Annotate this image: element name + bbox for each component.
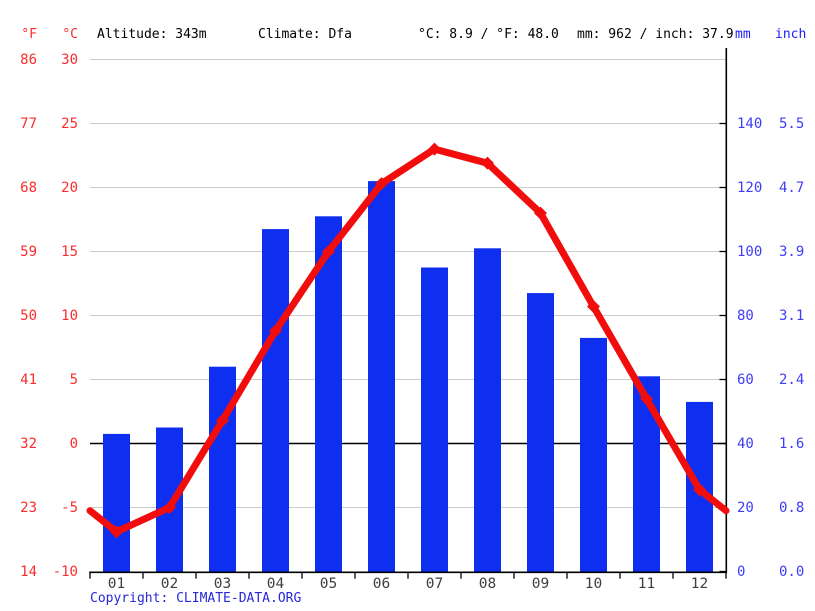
f-tick-label-86: 86 — [20, 51, 37, 68]
c-tick-label-5: 5 — [69, 371, 78, 388]
temp-marker-01 — [110, 525, 123, 539]
temp-marker-11 — [640, 392, 653, 406]
inch-tick-label-1.6: 1.6 — [779, 435, 805, 452]
inch-tick-label-3.1: 3.1 — [779, 307, 805, 324]
temp-marker-08 — [481, 156, 494, 170]
fahrenheit-axis-title: °F — [21, 27, 37, 42]
mm-tick-label-0: 0 — [737, 563, 746, 580]
month-label-03: 03 — [213, 576, 232, 592]
precip-bar-01 — [103, 433, 130, 572]
inch-tick-label-0.0: 0.0 — [779, 563, 805, 580]
f-tick-label-32: 32 — [20, 435, 37, 452]
c-tick-label-25: 25 — [61, 115, 78, 132]
mm-tick-label-100: 100 — [737, 243, 763, 260]
f-tick-label-14: 14 — [20, 563, 37, 580]
temp-marker-12 — [693, 483, 706, 497]
temp-marker-02 — [163, 501, 176, 514]
mm-axis-title: mm — [735, 27, 751, 42]
precip-bar-04 — [262, 229, 289, 572]
f-tick-label-59: 59 — [20, 243, 37, 260]
month-label-08: 08 — [478, 576, 497, 592]
c-tick-label-0: 0 — [69, 435, 78, 452]
temp-marker-06 — [375, 177, 388, 191]
temp-marker-04 — [269, 324, 282, 338]
month-label-12: 12 — [690, 576, 709, 592]
f-tick-label-41: 41 — [20, 371, 37, 388]
inch-tick-label-3.9: 3.9 — [779, 243, 805, 260]
inch-tick-label-4.7: 4.7 — [779, 179, 805, 196]
precip-bar-06 — [368, 181, 395, 572]
c-tick-label-20: 20 — [61, 179, 78, 196]
c-tick-label-30: 30 — [61, 51, 78, 68]
mm-tick-label-120: 120 — [737, 179, 763, 196]
temp-marker-05 — [322, 245, 335, 258]
month-label-04: 04 — [266, 576, 285, 592]
mm-tick-label-80: 80 — [737, 307, 754, 324]
c-tick-label--5: -5 — [61, 499, 78, 516]
climate-classification-label: Climate: Dfa — [258, 27, 352, 42]
annual-temperature-summary: °C: 8.9 / °F: 48.0 — [418, 27, 559, 42]
inch-axis-title: inch — [775, 27, 807, 42]
month-label-05: 05 — [319, 576, 338, 592]
precip-bar-05 — [315, 216, 342, 573]
precip-bar-08 — [474, 248, 501, 573]
month-label-02: 02 — [160, 576, 179, 592]
mm-tick-label-140: 140 — [737, 115, 763, 132]
c-tick-label--10: -10 — [52, 563, 78, 580]
annual-precipitation-summary: mm: 962 / inch: 37.9 — [577, 27, 734, 42]
mm-tick-label-40: 40 — [737, 435, 754, 452]
precip-bar-02 — [156, 427, 183, 572]
f-tick-label-50: 50 — [20, 307, 37, 324]
temp-marker-09 — [534, 206, 547, 220]
mm-tick-label-20: 20 — [737, 499, 754, 516]
c-tick-label-15: 15 — [61, 243, 78, 260]
f-tick-label-68: 68 — [20, 179, 37, 196]
inch-tick-label-2.4: 2.4 — [779, 371, 805, 388]
month-label-01: 01 — [107, 576, 126, 592]
precip-bar-03 — [209, 366, 236, 572]
f-tick-label-23: 23 — [20, 499, 37, 516]
inch-tick-label-5.5: 5.5 — [779, 115, 805, 132]
copyright-line: Copyright: CLIMATE-DATA.ORG — [90, 591, 301, 607]
precip-bar-10 — [580, 337, 607, 572]
temp-marker-03 — [216, 413, 229, 427]
mm-tick-label-60: 60 — [737, 371, 754, 388]
copyright-prefix: Copyright: — [90, 591, 177, 606]
precip-bar-07 — [421, 267, 448, 572]
month-label-10: 10 — [584, 576, 603, 592]
inch-tick-label-0.8: 0.8 — [779, 499, 805, 516]
precip-bar-09 — [527, 293, 554, 572]
month-label-07: 07 — [425, 576, 444, 592]
precip-bar-11 — [633, 376, 660, 572]
month-label-09: 09 — [531, 576, 550, 592]
altitude-label: Altitude: 343m — [97, 27, 207, 42]
month-label-11: 11 — [637, 576, 656, 592]
month-label-06: 06 — [372, 576, 391, 592]
f-tick-label-77: 77 — [20, 115, 37, 132]
climate-data-org-link[interactable]: CLIMATE-DATA.ORG — [176, 591, 302, 606]
celsius-axis-title: °C — [62, 27, 78, 42]
temperature-line — [86, 145, 730, 536]
temp-marker-10 — [587, 300, 600, 314]
c-tick-label-10: 10 — [61, 307, 78, 324]
temp-marker-07 — [428, 142, 441, 156]
